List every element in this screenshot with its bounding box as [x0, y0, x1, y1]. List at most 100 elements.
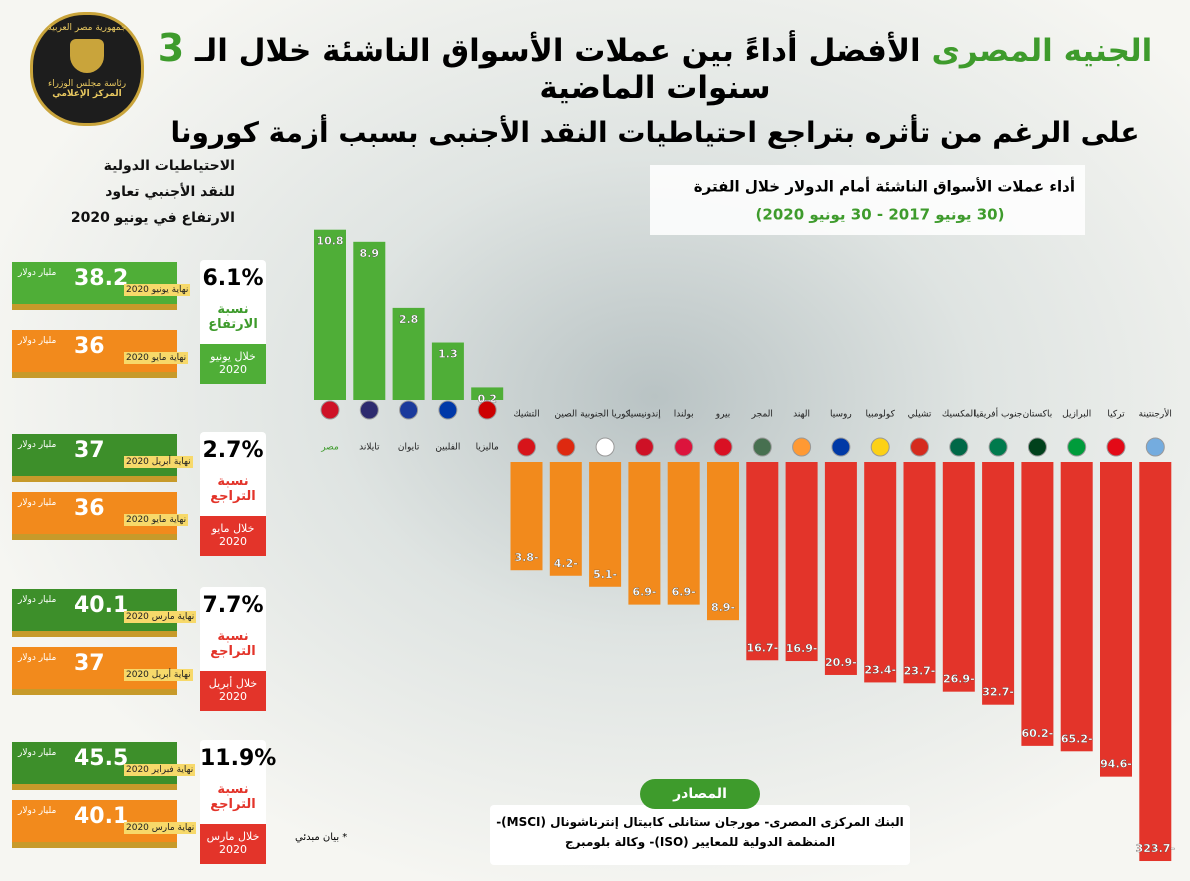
- bar: [589, 462, 622, 587]
- sources-line: المنظمة الدولية للمعايير (ISO)- وكالة بل…: [564, 835, 836, 849]
- x-tick-label: جنوب أفريقيا: [974, 408, 1023, 420]
- pct-value: 7.7%: [202, 593, 264, 618]
- pct-label: نسبة التراجع: [210, 474, 256, 504]
- reserve-unit: مليار دولار: [18, 336, 57, 346]
- pct-value: 11.9%: [200, 746, 277, 771]
- bar: [864, 462, 897, 683]
- reserve-date: نهاية مايو 2020: [124, 514, 189, 526]
- pct-period: خلال مارس 2020: [200, 824, 266, 864]
- pct-box: 11.9% نسبة التراجع خلال مارس 2020: [200, 740, 277, 864]
- reserve-slab: 36 مليار دولار نهاية مايو 2020: [12, 492, 189, 540]
- x-tick-label: ماليزيا: [476, 443, 499, 453]
- pct-value: 2.7%: [202, 438, 264, 463]
- flag: [1145, 437, 1165, 457]
- pct-box: 7.7% نسبة التراجع خلال أبريل 2020: [200, 587, 266, 711]
- flag: [595, 437, 615, 457]
- reserve-unit: مليار دولار: [18, 595, 57, 605]
- x-tick-label: كوريا الجنوبية: [580, 410, 631, 420]
- title-highlight: الجنيه المصرى: [931, 33, 1153, 69]
- reserve-slab: 36 مليار دولار نهاية مايو 2020: [12, 330, 189, 378]
- value-label: 5.1-: [593, 568, 617, 581]
- reserve-date: نهاية مايو 2020: [124, 352, 189, 364]
- bar: [982, 462, 1015, 705]
- bar: [549, 462, 582, 576]
- bar: [1060, 462, 1093, 752]
- x-tick-label: تشيلي: [908, 410, 932, 420]
- pct-label: نسبة التراجع: [210, 782, 256, 812]
- bar: [1139, 462, 1172, 862]
- x-tick-label: روسيا: [830, 410, 852, 420]
- header: الجنيه المصرى الأفضل أداءً بين عملات الأ…: [150, 26, 1160, 149]
- bar: [707, 462, 739, 621]
- bar: [903, 462, 936, 684]
- flag: [1027, 437, 1047, 457]
- reserve-slab: 37 مليار دولار نهاية أبريل 2020: [12, 647, 193, 695]
- x-tick-label: مصر: [320, 443, 339, 453]
- x-tick-label: كولومبيا: [866, 410, 896, 420]
- value-label: 23.4-: [864, 663, 896, 676]
- sources-box: المصادر البنك المركزى المصرى- مورجان ستا…: [490, 779, 910, 865]
- flag: [988, 437, 1008, 457]
- value-label: 323.7-: [1136, 842, 1175, 855]
- value-label: 3.8-: [514, 551, 538, 564]
- bar: [510, 462, 543, 571]
- x-tick-label: الهند: [793, 410, 810, 420]
- flag: [713, 437, 733, 457]
- chart-title-box: [650, 165, 1085, 235]
- logo-line: رئاسة مجلس الوزراء: [47, 79, 127, 89]
- flag: [752, 437, 772, 457]
- x-tick-label: بيرو: [715, 410, 731, 420]
- reserve-date: نهاية فبراير 2020: [124, 764, 196, 776]
- flag: [399, 400, 419, 420]
- pct-period: خلال يونيو 2020: [200, 344, 266, 384]
- value-label: 23.7-: [904, 664, 936, 677]
- flag: [438, 400, 458, 420]
- pct-label: نسبة التراجع: [210, 629, 256, 659]
- flag: [831, 437, 851, 457]
- bar: [785, 462, 818, 662]
- value-label: 8.9-: [711, 601, 735, 614]
- reserve-value: 37: [74, 651, 105, 676]
- logo-line: المركز الإعلامي: [52, 89, 122, 99]
- bar: [353, 241, 386, 400]
- x-tick-label: التشيك: [513, 410, 539, 420]
- value-label: 6.9-: [672, 586, 696, 599]
- title-text: سنوات الماضية: [539, 70, 771, 106]
- value-label: 2.8: [399, 313, 419, 326]
- reserve-block: 11.9% نسبة التراجع خلال مارس 2020 45.5 مليار…: [0, 728, 277, 868]
- reserve-value: 40.1: [74, 593, 129, 618]
- reserve-unit: مليار دولار: [18, 498, 57, 508]
- title-number: 3: [157, 26, 185, 70]
- pct-label: نسبة الارتفاع: [208, 302, 258, 332]
- value-label: 20.9-: [825, 656, 857, 669]
- reserve-unit: مليار دولار: [18, 806, 57, 816]
- x-tick-label: الفلبين: [435, 443, 460, 453]
- value-label: 94.6-: [1100, 758, 1132, 771]
- reserve-date: نهاية مارس 2020: [124, 822, 197, 834]
- pct-period: خلال مايو 2020: [200, 516, 266, 556]
- value-label: 1.3: [438, 348, 458, 361]
- reserve-slab: 38.2 مليار دولار نهاية يونيو 2020: [12, 262, 191, 310]
- chart-subtitle: (30 يونيو 2017 - 30 يونيو 2020): [756, 206, 1005, 224]
- reserves-panel: الاحتياطيات الدولية للنقد الأجنبي تعاود ال…: [0, 150, 277, 881]
- reserve-date: نهاية أبريل 2020: [124, 456, 193, 468]
- reserves-heading: الارتفاع في يونيو 2020: [70, 210, 235, 226]
- flag: [792, 437, 812, 457]
- flag: [1106, 437, 1126, 457]
- bar: [824, 462, 857, 675]
- pct-value: 6.1%: [202, 266, 264, 291]
- reserve-slab: 45.5 مليار دولار نهاية فبراير 2020: [12, 742, 196, 790]
- value-label: 10.8: [316, 235, 343, 248]
- logo-emblem: [70, 39, 104, 73]
- bar: [314, 229, 346, 400]
- reserve-value: 36: [74, 334, 105, 359]
- flag: [517, 437, 536, 457]
- reserve-value: 36: [74, 496, 105, 521]
- reserve-slab: 37 مليار دولار نهاية أبريل 2020: [12, 434, 193, 482]
- x-tick-label: باكستان: [1023, 410, 1053, 420]
- flag: [870, 437, 890, 457]
- pct-period: خلال أبريل 2020: [200, 671, 266, 711]
- reserves-heading: للنقد الأجنبي تعاود: [105, 184, 235, 200]
- bar: [942, 462, 975, 692]
